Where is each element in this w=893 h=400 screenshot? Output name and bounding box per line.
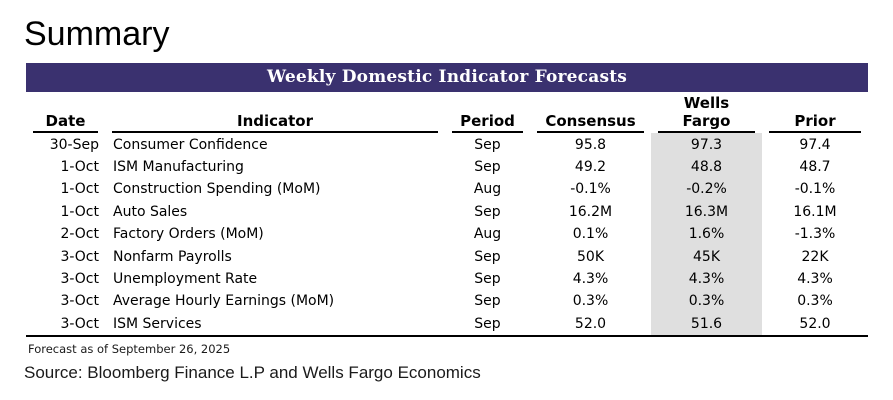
- col-header-prior-label: Prior: [769, 112, 861, 134]
- cell-wells-fargo: 48.8: [651, 155, 762, 179]
- cell-period: Sep: [445, 312, 530, 337]
- col-header-date-label: Date: [33, 112, 98, 134]
- table-header: Date Indicator Period Consensus Wells Fa…: [26, 92, 868, 134]
- table-banner-title: Weekly Domestic Indicator Forecasts: [26, 63, 868, 93]
- cell-period: Sep: [474, 293, 501, 310]
- cell-indicator: Factory Orders (MoM): [113, 226, 264, 243]
- cell-prior: 0.3%: [797, 293, 833, 310]
- forecast-table-section: Weekly Domestic Indicator Forecasts Date…: [26, 63, 868, 356]
- cell-indicator: Nonfarm Payrolls: [113, 248, 232, 265]
- cell-wells-fargo: 1.6%: [651, 222, 762, 246]
- table-row: 1-Oct Construction Spending (MoM) Aug -0…: [26, 178, 868, 201]
- cell-indicator: Average Hourly Earnings (MoM): [113, 293, 335, 310]
- table-row: 3-Oct Nonfarm Payrolls Sep 50K 45K 22K: [26, 245, 868, 268]
- col-header-consensus-label: Consensus: [537, 112, 644, 134]
- cell-date: 1-Oct: [60, 181, 99, 198]
- table-row: 3-Oct ISM Services Sep 52.0 51.6 52.0: [26, 312, 868, 337]
- cell-prior: 22K: [801, 248, 829, 265]
- cell-date: 2-Oct: [60, 226, 99, 243]
- cell-prior: -1.3%: [794, 226, 836, 243]
- cell-period: Sep: [474, 248, 501, 265]
- cell-consensus: 95.8: [574, 136, 607, 153]
- cell-wells-fargo: 51.6: [651, 312, 762, 337]
- cell-consensus: 50K: [577, 248, 604, 265]
- cell-consensus: 49.2: [574, 158, 607, 175]
- cell-date: 3-Oct: [60, 293, 99, 310]
- cell-consensus: 0.1%: [572, 226, 609, 243]
- cell-prior: 97.4: [799, 136, 831, 153]
- cell-period: Sep: [474, 158, 501, 175]
- table-row: 3-Oct Average Hourly Earnings (MoM) Sep …: [26, 290, 868, 313]
- col-header-wells-fargo-label: Wells Fargo: [658, 94, 755, 134]
- cell-date: 3-Oct: [60, 248, 99, 265]
- cell-consensus: 52.0: [530, 312, 651, 337]
- cell-indicator: ISM Manufacturing: [113, 158, 244, 175]
- cell-indicator: Consumer Confidence: [113, 136, 268, 153]
- cell-indicator: Unemployment Rate: [113, 270, 258, 287]
- col-header-wells-fargo: Wells Fargo: [651, 92, 762, 134]
- col-header-period: Period: [445, 92, 530, 134]
- forecast-footnote: Forecast as of September 26, 2025: [28, 341, 231, 356]
- cell-consensus: 4.3%: [572, 270, 609, 287]
- cell-period: Sep: [474, 203, 501, 220]
- table-row: 1-Oct ISM Manufacturing Sep 49.2 48.8 48…: [26, 155, 868, 179]
- col-header-prior: Prior: [762, 92, 868, 134]
- col-header-period-label: Period: [452, 112, 523, 134]
- cell-date: 30-Sep: [49, 136, 99, 153]
- forecast-table: Date Indicator Period Consensus Wells Fa…: [26, 92, 868, 337]
- cell-prior: -0.1%: [794, 181, 836, 198]
- cell-period: Sep: [474, 270, 501, 287]
- cell-indicator: Construction Spending (MoM): [113, 181, 321, 198]
- cell-wells-fargo: 4.3%: [651, 267, 762, 291]
- cell-wells-fargo: 16.3M: [651, 200, 762, 223]
- cell-date: 1-Oct: [60, 158, 99, 175]
- cell-period: Aug: [473, 181, 502, 198]
- cell-consensus: -0.1%: [570, 181, 611, 198]
- cell-period: Sep: [474, 136, 501, 153]
- cell-date: 3-Oct: [60, 270, 99, 287]
- cell-prior: 4.3%: [797, 270, 833, 287]
- cell-prior: 16.1M: [793, 203, 837, 220]
- cell-consensus: 16.2M: [568, 203, 613, 220]
- cell-wells-fargo: 97.3: [651, 133, 762, 156]
- cell-wells-fargo: 0.3%: [651, 290, 762, 313]
- page-title: Summary: [24, 15, 170, 53]
- table-body: 30-Sep Consumer Confidence Sep 95.8 97.3…: [26, 133, 868, 337]
- table-row: 1-Oct Auto Sales Sep 16.2M 16.3M 16.1M: [26, 200, 868, 223]
- table-row: 2-Oct Factory Orders (MoM) Aug 0.1% 1.6%…: [26, 222, 868, 246]
- table-header-row: Date Indicator Period Consensus Wells Fa…: [26, 92, 868, 134]
- cell-period: Aug: [473, 226, 502, 243]
- cell-indicator: Auto Sales: [113, 203, 188, 220]
- table-row: 3-Oct Unemployment Rate Sep 4.3% 4.3% 4.…: [26, 267, 868, 291]
- cell-wells-fargo: -0.2%: [651, 178, 762, 201]
- cell-wells-fargo: 45K: [651, 245, 762, 268]
- cell-date: 3-Oct: [26, 312, 105, 337]
- cell-indicator: ISM Services: [105, 312, 445, 337]
- cell-prior: 48.7: [799, 158, 831, 175]
- source-line: Source: Bloomberg Finance L.P and Wells …: [24, 362, 481, 382]
- col-header-indicator-label: Indicator: [112, 112, 438, 134]
- cell-prior: 52.0: [762, 312, 868, 337]
- col-header-indicator: Indicator: [105, 92, 445, 134]
- col-header-consensus: Consensus: [530, 92, 651, 134]
- col-header-date: Date: [26, 92, 105, 134]
- table-row: 30-Sep Consumer Confidence Sep 95.8 97.3…: [26, 133, 868, 156]
- cell-date: 1-Oct: [60, 203, 99, 220]
- cell-consensus: 0.3%: [572, 293, 609, 310]
